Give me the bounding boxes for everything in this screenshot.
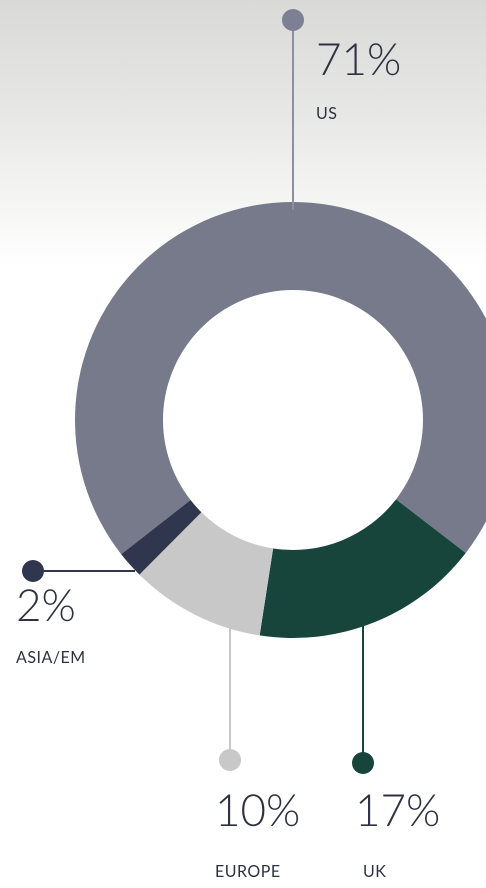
donut-slice [121,500,202,575]
leader-dot [22,560,44,582]
value-label: 17% [355,784,440,836]
value-label: 10% [215,784,300,836]
leader-dot [352,752,374,774]
leader-dot [219,749,241,771]
category-label: ASIA/EM [16,648,86,667]
donut-slice [259,499,466,638]
value-label: 2% [16,579,76,631]
category-label: UK [363,862,386,881]
value-label: 71% [316,33,401,85]
leader-dot [282,9,304,31]
category-label: EUROPE [215,862,281,881]
category-label: US [316,104,337,123]
donut-slice [139,512,274,636]
donut-slice [75,202,486,555]
